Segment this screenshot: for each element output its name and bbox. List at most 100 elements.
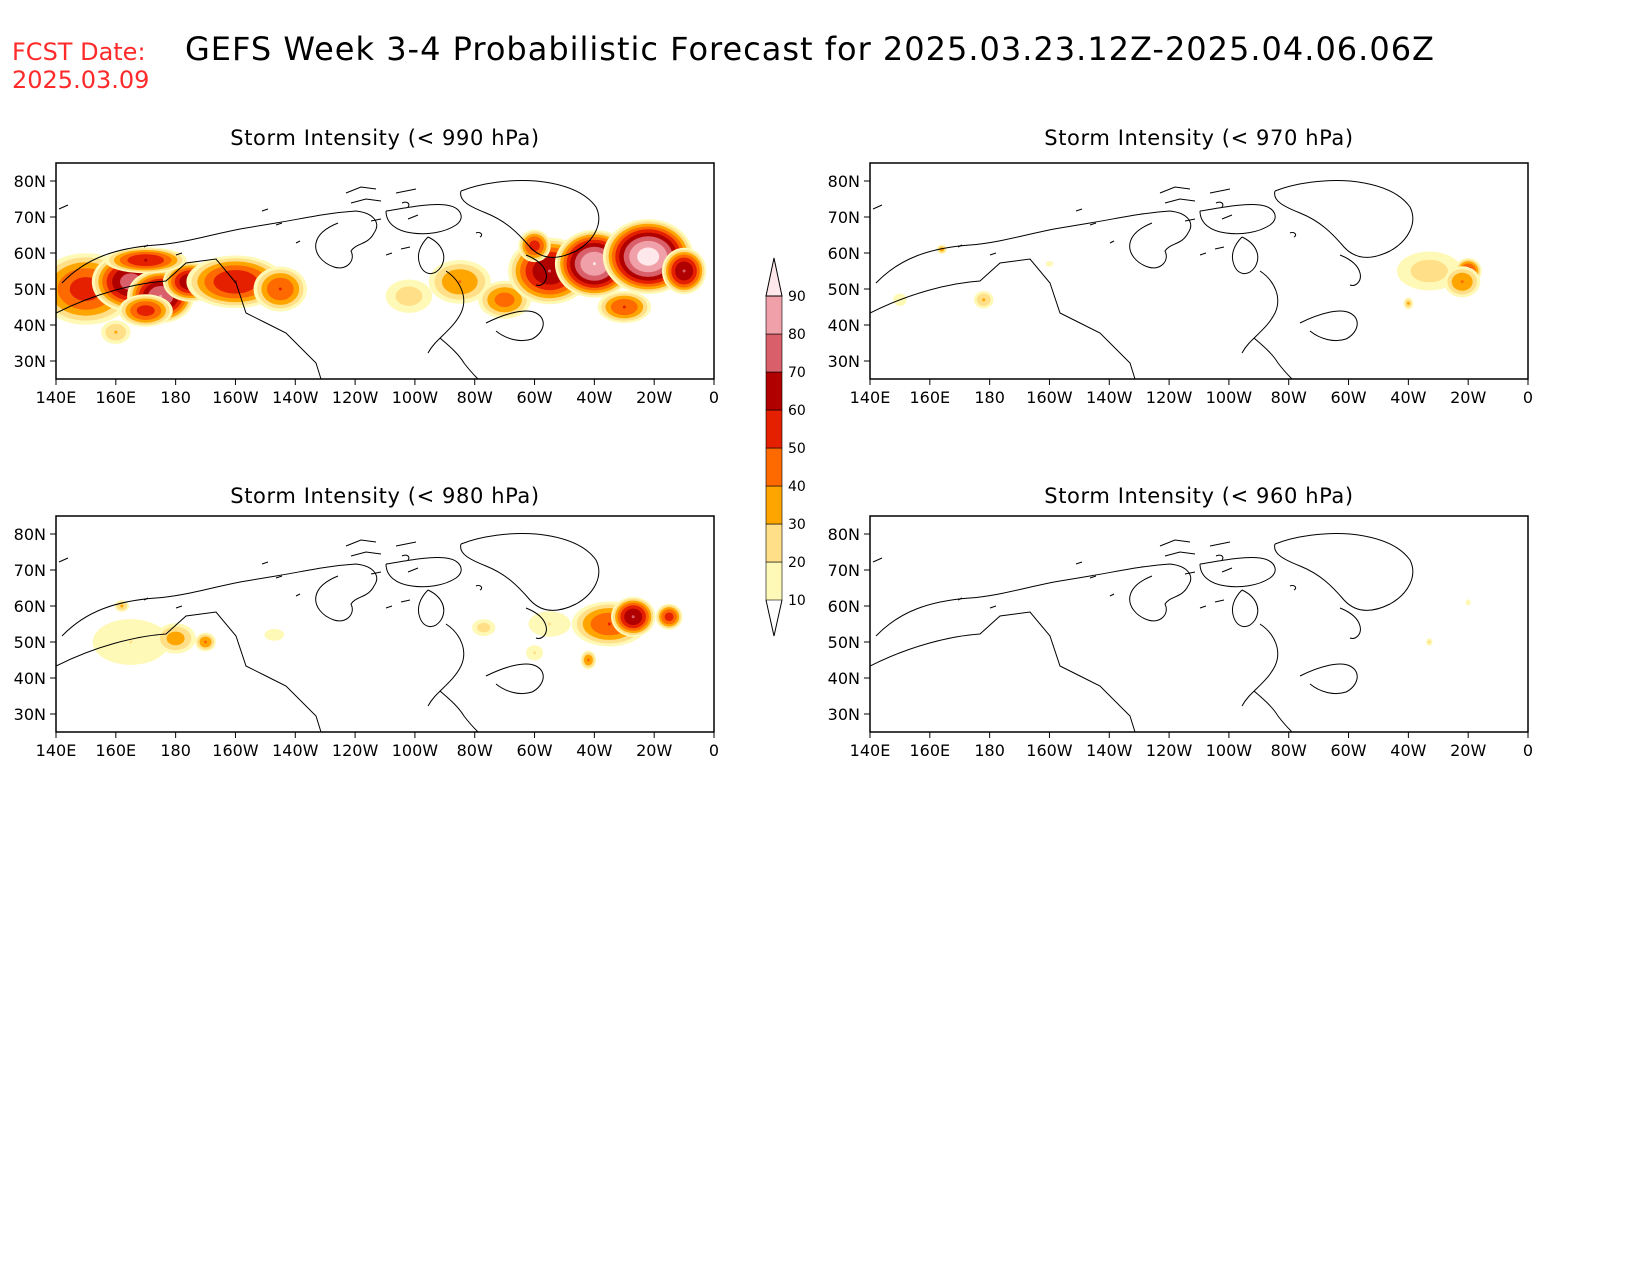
- lon-tick-label: 80W: [1271, 388, 1307, 407]
- panel-title-980: Storm Intensity (< 980 hPa): [230, 484, 540, 508]
- lon-tick-label: 60W: [1330, 388, 1366, 407]
- lon-tick-label: 80W: [1271, 741, 1307, 760]
- lat-tick-label: 50N: [828, 633, 860, 652]
- lat-tick-label: 40N: [14, 316, 46, 335]
- lon-tick-label: 20W: [1450, 741, 1486, 760]
- lat-tick-label: 60N: [14, 597, 46, 616]
- coastline-islands: [872, 186, 1297, 256]
- lon-tick-label: 40W: [576, 741, 612, 760]
- page-title: GEFS Week 3-4 Probabilistic Forecast for…: [185, 30, 1435, 68]
- prob-contour-p990-15-50: [622, 305, 626, 309]
- colorbar-swatch-30: [765, 485, 783, 525]
- lon-tick-label: 140E: [36, 741, 77, 760]
- prob-contour-p960-0-20: [1427, 640, 1431, 644]
- lat-tick-label: 40N: [828, 316, 860, 335]
- lon-tick-label: 120W: [1146, 741, 1193, 760]
- colorbar-swatch-80: [765, 295, 783, 335]
- prob-contour-p990-16-50: [529, 240, 540, 252]
- prob-contour-p990-10-40: [494, 292, 515, 307]
- map-panel-p990: 80N 70N 60N 50N 40N 30N 140E 160E 180 160W 140W 120…: [14, 162, 719, 407]
- colorbar-legend: 10 20 30 40 50 60 70 80 90: [765, 257, 806, 637]
- panel-title-990: Storm Intensity (< 990 hPa): [230, 126, 540, 150]
- lon-tick-label: 140W: [272, 388, 319, 407]
- prob-contour-p980-5-20: [548, 622, 551, 626]
- lon-tick-label: 160E: [95, 388, 136, 407]
- map-frame: [55, 162, 715, 380]
- lon-tick-label: 160E: [909, 388, 950, 407]
- prob-contour-p980-8-50: [664, 612, 674, 622]
- colorbar-swatch-60: [765, 371, 783, 411]
- lat-tick-label: 70N: [828, 561, 860, 580]
- prob-contour-p990-7-30: [114, 330, 118, 334]
- lon-tick-label: 80W: [457, 388, 493, 407]
- lon-tick-label: 140E: [36, 388, 77, 407]
- fcst-date-label: FCST Date:: [12, 38, 146, 66]
- lon-tick-label: 160E: [909, 741, 950, 760]
- coastline-islands: [872, 539, 1297, 609]
- lon-tick-label: 180: [160, 388, 191, 407]
- lon-tick-label: 40W: [1390, 741, 1426, 760]
- fcst-date-value: 2025.03.09: [12, 66, 150, 94]
- colorbar-swatch-70: [765, 333, 783, 373]
- lon-tick-label: 40W: [1390, 388, 1426, 407]
- map-panel-p960: 80N 70N 60N 50N 40N 30N 140E 160E 180 160W 140W 120…: [828, 515, 1533, 760]
- lon-tick-label: 160W: [212, 741, 259, 760]
- lon-tick-label: 20W: [636, 741, 672, 760]
- coastline-islands: [58, 186, 483, 256]
- prob-contour-p990-17-60: [144, 258, 148, 262]
- lat-tick-label: 80N: [828, 172, 860, 191]
- lat-tick-label: 60N: [828, 597, 860, 616]
- colorbar-label: 40: [788, 479, 806, 495]
- lon-tick-label: 0: [1523, 741, 1533, 760]
- lon-tick-label: 100W: [392, 388, 439, 407]
- lon-tick-label: 0: [1523, 388, 1533, 407]
- lat-tick-label: 40N: [14, 669, 46, 688]
- lon-tick-label: 140E: [850, 741, 891, 760]
- lon-tick-label: 160E: [95, 741, 136, 760]
- lon-tick-label: 80W: [457, 741, 493, 760]
- prob-contour-p960-1-10: [1465, 599, 1471, 606]
- map-panel-p970: 80N 70N 60N 50N 40N 30N 140E 160E 180 160W 140W 120…: [828, 162, 1533, 407]
- lat-tick-label: 80N: [828, 525, 860, 544]
- lon-tick-label: 120W: [332, 741, 379, 760]
- prob-contour-p970-2-40: [1460, 280, 1464, 284]
- lat-tick-label: 80N: [14, 525, 46, 544]
- lat-tick-label: 50N: [14, 280, 46, 299]
- lon-tick-label: 0: [709, 388, 719, 407]
- prob-contour-p980-4-20: [477, 622, 491, 633]
- lat-tick-label: 60N: [828, 244, 860, 263]
- prob-contour-p980-1-30: [166, 631, 185, 646]
- lon-tick-label: 160W: [212, 388, 259, 407]
- lat-tick-label: 70N: [828, 208, 860, 227]
- lon-tick-label: 60W: [1330, 741, 1366, 760]
- lat-tick-label: 70N: [14, 561, 46, 580]
- colorbar-swatch-90: [765, 257, 783, 297]
- lat-tick-label: 50N: [14, 633, 46, 652]
- lon-tick-label: 180: [160, 741, 191, 760]
- colorbar-label: 30: [788, 517, 806, 533]
- colorbar-label: 20: [788, 555, 806, 571]
- lon-tick-label: 160W: [1026, 388, 1073, 407]
- prob-contour-p990-6-50: [136, 305, 155, 316]
- colorbar-end-low: [765, 599, 783, 637]
- lat-tick-label: 40N: [828, 669, 860, 688]
- panel-title-970: Storm Intensity (< 970 hPa): [1044, 126, 1354, 150]
- prob-contour-p990-8-20: [395, 286, 423, 306]
- prob-contour-p990-14-70: [682, 269, 686, 273]
- lon-tick-label: 140W: [1086, 388, 1133, 407]
- prob-contour-p980-7-70: [631, 615, 635, 619]
- prob-contour-p990-5-50: [278, 287, 282, 291]
- colorbar-label: 90: [788, 289, 806, 305]
- lon-tick-label: 60W: [516, 741, 552, 760]
- prob-contour-p980-6-50: [607, 622, 611, 626]
- prob-contour-p990-11-70: [548, 269, 551, 273]
- map-frame: [55, 515, 715, 733]
- lat-tick-label: 30N: [828, 705, 860, 724]
- map-frame: [869, 162, 1529, 380]
- prob-contour-p990-12-90: [592, 262, 596, 266]
- lon-tick-label: 160W: [1026, 741, 1073, 760]
- lat-tick-label: 30N: [14, 705, 46, 724]
- colorbar-label: 60: [788, 403, 806, 419]
- prob-contour-p980-2-40: [204, 640, 207, 644]
- colorbar-label: 70: [788, 365, 806, 381]
